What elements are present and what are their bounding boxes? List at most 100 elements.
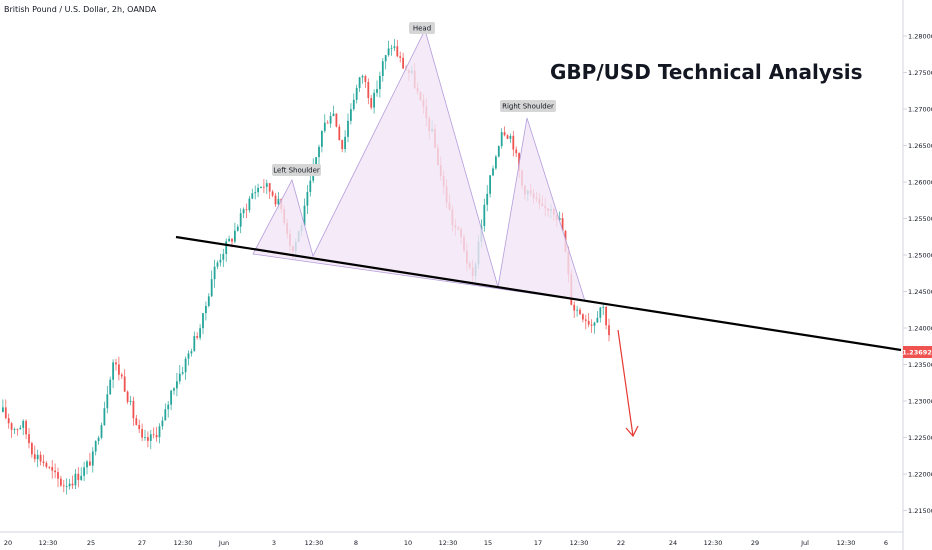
candle-body: [390, 47, 393, 49]
candle-body: [39, 454, 42, 462]
candle: [54, 463, 56, 479]
candle: [390, 44, 393, 56]
candle: [506, 134, 509, 140]
candle-body: [268, 183, 271, 192]
candle: [495, 154, 497, 171]
candle-body: [271, 191, 274, 196]
candle: [103, 401, 106, 426]
right-shoulder-label: Right Shoulder: [500, 100, 556, 112]
candle-body: [515, 149, 518, 154]
candle: [25, 419, 27, 440]
candle: [129, 396, 132, 406]
candle-body: [341, 140, 344, 150]
candle-body: [593, 322, 596, 326]
candle: [344, 130, 346, 153]
candle-body: [500, 132, 503, 147]
candle: [106, 385, 109, 414]
svg-text:Left Shoulder: Left Shoulder: [273, 167, 320, 175]
candle: [118, 356, 120, 381]
candle: [245, 203, 248, 219]
candle: [561, 212, 564, 232]
candle-body: [321, 131, 323, 147]
candle-body: [506, 135, 509, 139]
candle-body: [489, 175, 491, 194]
candle-body: [251, 193, 254, 199]
candle-body: [33, 454, 36, 460]
time-tick-label: 15: [484, 539, 492, 547]
candle: [329, 112, 332, 128]
candle-body: [265, 183, 268, 187]
candle-body: [120, 374, 123, 377]
candle: [33, 445, 36, 463]
candle: [10, 422, 13, 438]
candle: [257, 183, 259, 198]
candle-body: [605, 307, 607, 326]
candle-body: [25, 420, 27, 435]
time-tick-label: 27: [138, 539, 146, 547]
svg-text:1.23692: 1.23692: [902, 349, 932, 357]
time-axis[interactable]: 20 12:30 25 27 12:30 Jun 3 12:30 8 10 12:30 15 17 12:…: [4, 539, 888, 547]
candle-body: [399, 56, 402, 58]
candle: [332, 105, 335, 117]
candle: [31, 441, 33, 458]
candle-body: [303, 205, 306, 226]
candle-body: [193, 336, 196, 352]
neckline-trendline[interactable]: [175, 235, 902, 352]
price-axis[interactable]: 1.28000 1.27500 1.27000 1.26500 1.26000 1.255…: [903, 32, 932, 515]
candle: [387, 40, 390, 57]
candle: [60, 475, 62, 487]
candle: [335, 113, 338, 128]
price-tick-label: 1.28000: [908, 32, 932, 40]
candle-body: [323, 122, 326, 132]
candle-body: [361, 76, 364, 78]
candle-body: [115, 362, 117, 365]
candle: [379, 71, 381, 98]
candle: [512, 131, 515, 157]
candle-body: [492, 168, 494, 176]
candle: [590, 319, 593, 333]
candle: [306, 185, 309, 214]
candle: [16, 428, 19, 436]
candle: [381, 57, 384, 82]
candle-body: [263, 186, 265, 188]
candle-body: [196, 336, 199, 338]
price-tick-label: 1.22500: [908, 434, 932, 442]
candle: [228, 235, 230, 242]
candle: [83, 461, 85, 482]
candle: [199, 324, 201, 341]
candle: [384, 54, 387, 70]
candle: [222, 248, 225, 268]
candle: [234, 222, 236, 244]
candle: [248, 196, 251, 213]
candle-body: [51, 467, 54, 471]
candle-body: [144, 437, 146, 438]
candle: [318, 144, 320, 165]
candle: [161, 416, 164, 430]
projection-arrow[interactable]: [617, 329, 639, 438]
candle-body: [213, 266, 216, 280]
candle: [149, 429, 152, 450]
candle: [399, 51, 402, 63]
candle-body: [231, 238, 233, 242]
time-tick-label: 6: [884, 539, 888, 547]
candle: [135, 414, 138, 426]
candle: [573, 301, 576, 318]
candle-body: [248, 198, 251, 211]
price-tick-label: 1.27000: [908, 105, 932, 113]
candle-body: [94, 441, 97, 452]
candle: [39, 451, 42, 466]
candle: [36, 449, 39, 468]
head-and-shoulders-pattern[interactable]: [252, 28, 586, 302]
price-tick-label: 1.23500: [908, 361, 932, 369]
candle-body: [71, 483, 74, 486]
candle-body: [381, 61, 384, 77]
candle-body: [10, 423, 13, 430]
candle-body: [306, 192, 309, 206]
candle-body: [561, 218, 564, 231]
candle-body: [77, 473, 80, 480]
candle-body: [352, 99, 355, 110]
candle-body: [509, 135, 512, 139]
time-tick-label: 12:30: [39, 539, 58, 547]
candle: [94, 440, 97, 456]
